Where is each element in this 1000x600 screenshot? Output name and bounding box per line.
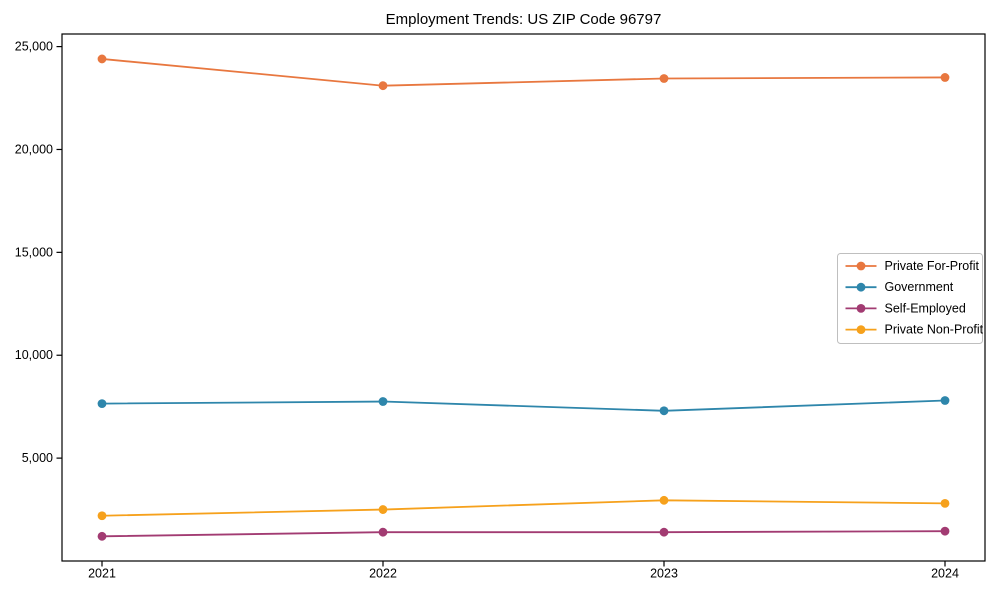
series-line-private-for-profit: [101, 58, 946, 87]
series-line-government: [101, 399, 946, 412]
axes-frame: [61, 33, 986, 562]
chart-title: Employment Trends: US ZIP Code 96797: [386, 11, 662, 28]
x-tick-label: 2021: [88, 567, 116, 581]
series-government: [97, 396, 950, 416]
data-point-private-for-profit-2024: [940, 73, 950, 82]
x-tick-label: 2024: [931, 567, 959, 581]
x-tick-label: 2022: [369, 567, 397, 581]
y-tick-label: 15,000: [15, 245, 53, 259]
y-tick-label: 5,000: [22, 451, 53, 465]
legend-item-self-employed: Self-Employed: [845, 301, 966, 315]
legend-label: Self-Employed: [885, 301, 966, 315]
data-point-private-for-profit-2023: [659, 74, 669, 83]
data-point-government-2023: [659, 406, 669, 416]
data-point-self-employed-2021: [97, 531, 107, 541]
legend-item-private-for-profit: Private For-Profit: [845, 259, 980, 273]
legend: Private For-Profit Government Self-Employe…: [837, 253, 984, 344]
x-tick-label: 2023: [650, 567, 678, 581]
series-private-for-profit: [97, 54, 950, 91]
legend-item-government: Government: [845, 280, 954, 294]
data-point-government-2021: [97, 399, 107, 408]
data-point-private-non-profit-2024: [940, 498, 950, 508]
series-line-private-non-profit: [101, 499, 946, 517]
data-point-private-non-profit-2021: [97, 511, 107, 521]
data-point-private-for-profit-2021: [97, 54, 107, 64]
series-self-employed: [97, 526, 950, 541]
legend-label: Private For-Profit: [885, 259, 980, 273]
data-point-self-employed-2023: [659, 527, 669, 537]
y-tick-label: 25,000: [15, 40, 53, 54]
series-layer: [97, 54, 950, 541]
axes-layer: 5,000 10,000 15,000 20,000 25,000 2021 2022 202…: [15, 33, 986, 581]
legend-marker-icon: [856, 304, 866, 313]
series-private-non-profit: [97, 495, 950, 521]
y-tick-label: 20,000: [15, 142, 53, 156]
y-tick-label: 10,000: [15, 348, 53, 362]
legend-box: [837, 253, 983, 344]
data-point-self-employed-2024: [940, 526, 950, 536]
data-point-self-employed-2022: [378, 527, 388, 537]
legend-marker-icon: [856, 325, 866, 334]
data-point-government-2024: [940, 396, 950, 405]
data-point-private-non-profit-2023: [659, 495, 669, 505]
legend-label: Government: [885, 280, 954, 294]
legend-item-private-non-profit: Private Non-Profit: [845, 323, 984, 337]
data-point-government-2022: [378, 397, 388, 406]
data-point-private-for-profit-2022: [378, 81, 388, 91]
data-point-private-non-profit-2022: [378, 505, 388, 514]
legend-marker-icon: [856, 282, 866, 292]
legend-marker-icon: [856, 261, 866, 271]
legend-label: Private Non-Profit: [885, 323, 984, 337]
series-line-self-employed: [101, 530, 946, 538]
